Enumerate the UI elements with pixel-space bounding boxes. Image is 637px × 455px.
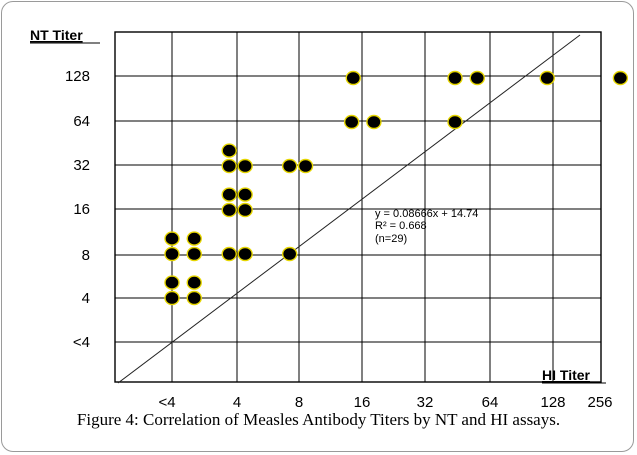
data-point [221,202,237,218]
trend-line [117,34,581,384]
data-point [237,187,253,202]
data-point [221,158,237,174]
data-point [237,158,253,174]
annotation-n: (n=29) [375,233,407,245]
y-tick-label: 32 [73,157,90,174]
x-tick-label: <4 [158,394,175,411]
data-point [164,275,180,290]
data-point [237,246,253,262]
x-tick-label: 4 [233,394,241,411]
x-tick-label: 64 [482,394,499,411]
x-tick-label: 16 [354,394,371,411]
y-tick-label: 128 [65,68,90,85]
data-point [281,158,298,174]
annotation-r2: R² = 0.668 [375,220,427,232]
data-point [366,114,382,130]
y-tick-label: 4 [82,290,90,307]
y-tick-label: 16 [73,201,90,218]
data-point [164,231,180,246]
y-tick-label: 64 [73,113,90,130]
annotation-equation: y = 0.08666x + 14.74 [375,208,478,220]
x-tick-label: 32 [417,394,434,411]
plot-frame [114,31,602,383]
data-point [186,246,202,262]
data-point [186,231,202,246]
data-point [221,187,237,202]
data-point [447,70,463,86]
y-tick-label: 8 [82,247,90,264]
data-point [297,158,314,174]
data-point [164,290,180,306]
data-point [447,114,463,130]
data-point [612,70,629,86]
data-point [343,114,360,130]
data-point [221,246,237,262]
data-point [186,290,202,306]
data-point [345,70,361,86]
data-point [164,246,180,262]
x-tick-label: 256 [587,394,612,411]
x-tick-label: 128 [540,394,565,411]
y-axis-title: NT Titer [30,27,83,43]
data-point [539,70,555,86]
data-point [237,202,253,218]
data-point [186,275,202,290]
x-axis-title: HI Titer [542,367,591,383]
figure-caption: Figure 4: Correlation of Measles Antibod… [76,410,561,429]
x-tick-label: 8 [295,394,303,411]
y-tick-label: <4 [73,334,90,351]
data-point [221,143,237,158]
data-point [281,246,298,262]
data-point [469,70,485,86]
